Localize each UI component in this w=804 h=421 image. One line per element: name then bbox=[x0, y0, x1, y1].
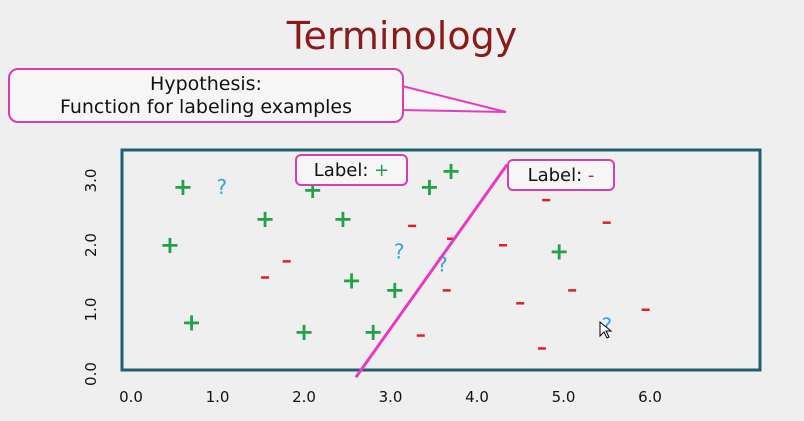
positive-point: + bbox=[181, 308, 201, 336]
unknown-point: ? bbox=[437, 252, 448, 276]
label-positive-text: Label: bbox=[313, 160, 369, 181]
x-tick-label: 0.0 bbox=[119, 388, 143, 406]
hypothesis-callout: Hypothesis: Function for labeling exampl… bbox=[8, 68, 404, 123]
y-tick-label: 3.0 bbox=[82, 169, 100, 193]
x-tick-label: 6.0 bbox=[638, 388, 662, 406]
x-tick-label: 1.0 bbox=[206, 388, 230, 406]
y-tick-label: 0.0 bbox=[82, 362, 100, 386]
mouse-cursor bbox=[599, 320, 613, 339]
x-tick-label: 2.0 bbox=[292, 388, 316, 406]
unknown-point: ? bbox=[217, 175, 228, 199]
x-tick-label: 3.0 bbox=[379, 388, 403, 406]
y-axis-ticks: 0.0 1.0 2.0 3.0 bbox=[82, 169, 100, 386]
x-axis-ticks: 0.0 1.0 2.0 3.0 4.0 5.0 6.0 bbox=[119, 388, 662, 406]
hypothesis-description: Function for labeling examples bbox=[59, 96, 353, 118]
negative-point bbox=[447, 237, 456, 241]
negative-point bbox=[408, 224, 417, 228]
callout-pointer bbox=[401, 84, 507, 113]
y-tick-label: 2.0 bbox=[82, 233, 100, 257]
positive-point: + bbox=[255, 205, 275, 233]
negative-point bbox=[516, 302, 525, 305]
x-tick-label: 4.0 bbox=[465, 388, 489, 406]
negative-point bbox=[498, 244, 507, 247]
slide-title: Terminology bbox=[286, 14, 518, 58]
unknown-point: ? bbox=[601, 314, 612, 338]
negative-point bbox=[261, 276, 270, 279]
x-tick-label: 5.0 bbox=[552, 388, 576, 406]
plot-frame bbox=[120, 148, 762, 372]
negative-point bbox=[568, 289, 577, 292]
positive-point: + bbox=[549, 237, 569, 265]
label-positive-sign: + bbox=[374, 160, 390, 181]
callout-leader bbox=[401, 84, 507, 113]
unknown-point: ? bbox=[394, 239, 405, 263]
negative-point bbox=[282, 260, 291, 263]
cursor-arrow-icon bbox=[599, 320, 613, 339]
positive-point: + bbox=[441, 157, 461, 185]
negative-point bbox=[442, 289, 451, 292]
negative-point bbox=[416, 334, 425, 337]
positive-point: + bbox=[363, 318, 383, 346]
hypothesis-boundary bbox=[354, 163, 509, 379]
y-tick-label: 1.0 bbox=[82, 298, 100, 322]
label-positive-callout: Label: + bbox=[295, 154, 408, 186]
positive-point: + bbox=[342, 266, 362, 294]
positive-point: + bbox=[419, 173, 439, 201]
positive-point: + bbox=[294, 318, 314, 346]
data-points: +++++++ ++ ++++???? bbox=[160, 157, 650, 350]
hypothesis-heading: Hypothesis: bbox=[150, 73, 262, 95]
positive-point: + bbox=[385, 276, 405, 304]
positive-point: + bbox=[333, 205, 353, 233]
negative-point bbox=[537, 347, 546, 350]
label-negative-sign: - bbox=[587, 165, 595, 186]
label-negative-text: Label: bbox=[527, 165, 583, 186]
negative-point bbox=[542, 198, 551, 202]
positive-point: + bbox=[160, 231, 180, 259]
negative-point bbox=[641, 308, 650, 311]
positive-point: + bbox=[173, 173, 193, 201]
negative-point bbox=[602, 221, 611, 224]
label-negative-callout: Label: - bbox=[507, 159, 615, 191]
plot-area bbox=[120, 148, 762, 372]
hypothesis-line bbox=[354, 163, 509, 379]
